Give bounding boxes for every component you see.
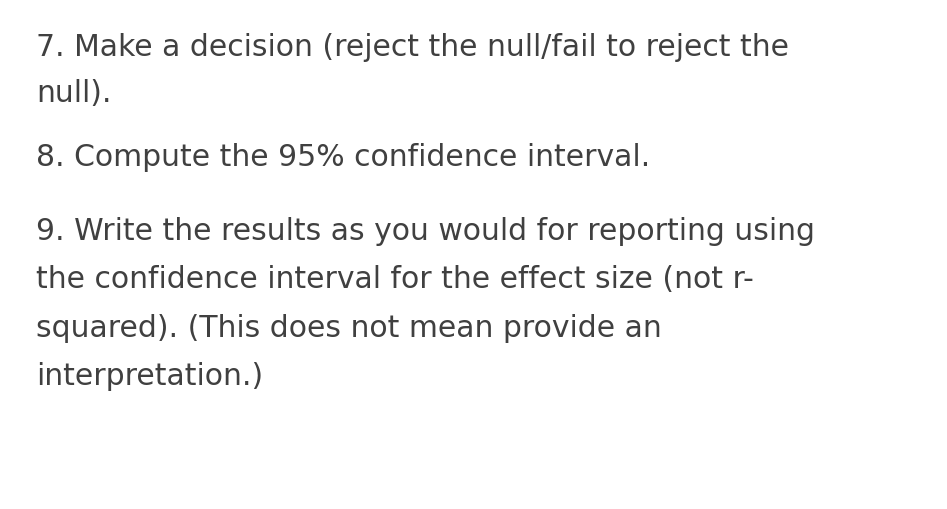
Text: 8. Compute the 95% confidence interval.: 8. Compute the 95% confidence interval.	[36, 143, 651, 172]
Text: squared). (This does not mean provide an: squared). (This does not mean provide an	[36, 313, 662, 342]
Text: null).: null).	[36, 79, 112, 108]
Text: 7. Make a decision (reject the null/fail to reject the: 7. Make a decision (reject the null/fail…	[36, 33, 789, 62]
Text: 9. Write the results as you would for reporting using: 9. Write the results as you would for re…	[36, 216, 815, 245]
Text: interpretation.): interpretation.)	[36, 361, 263, 390]
Text: the confidence interval for the effect size (not r-: the confidence interval for the effect s…	[36, 265, 754, 294]
